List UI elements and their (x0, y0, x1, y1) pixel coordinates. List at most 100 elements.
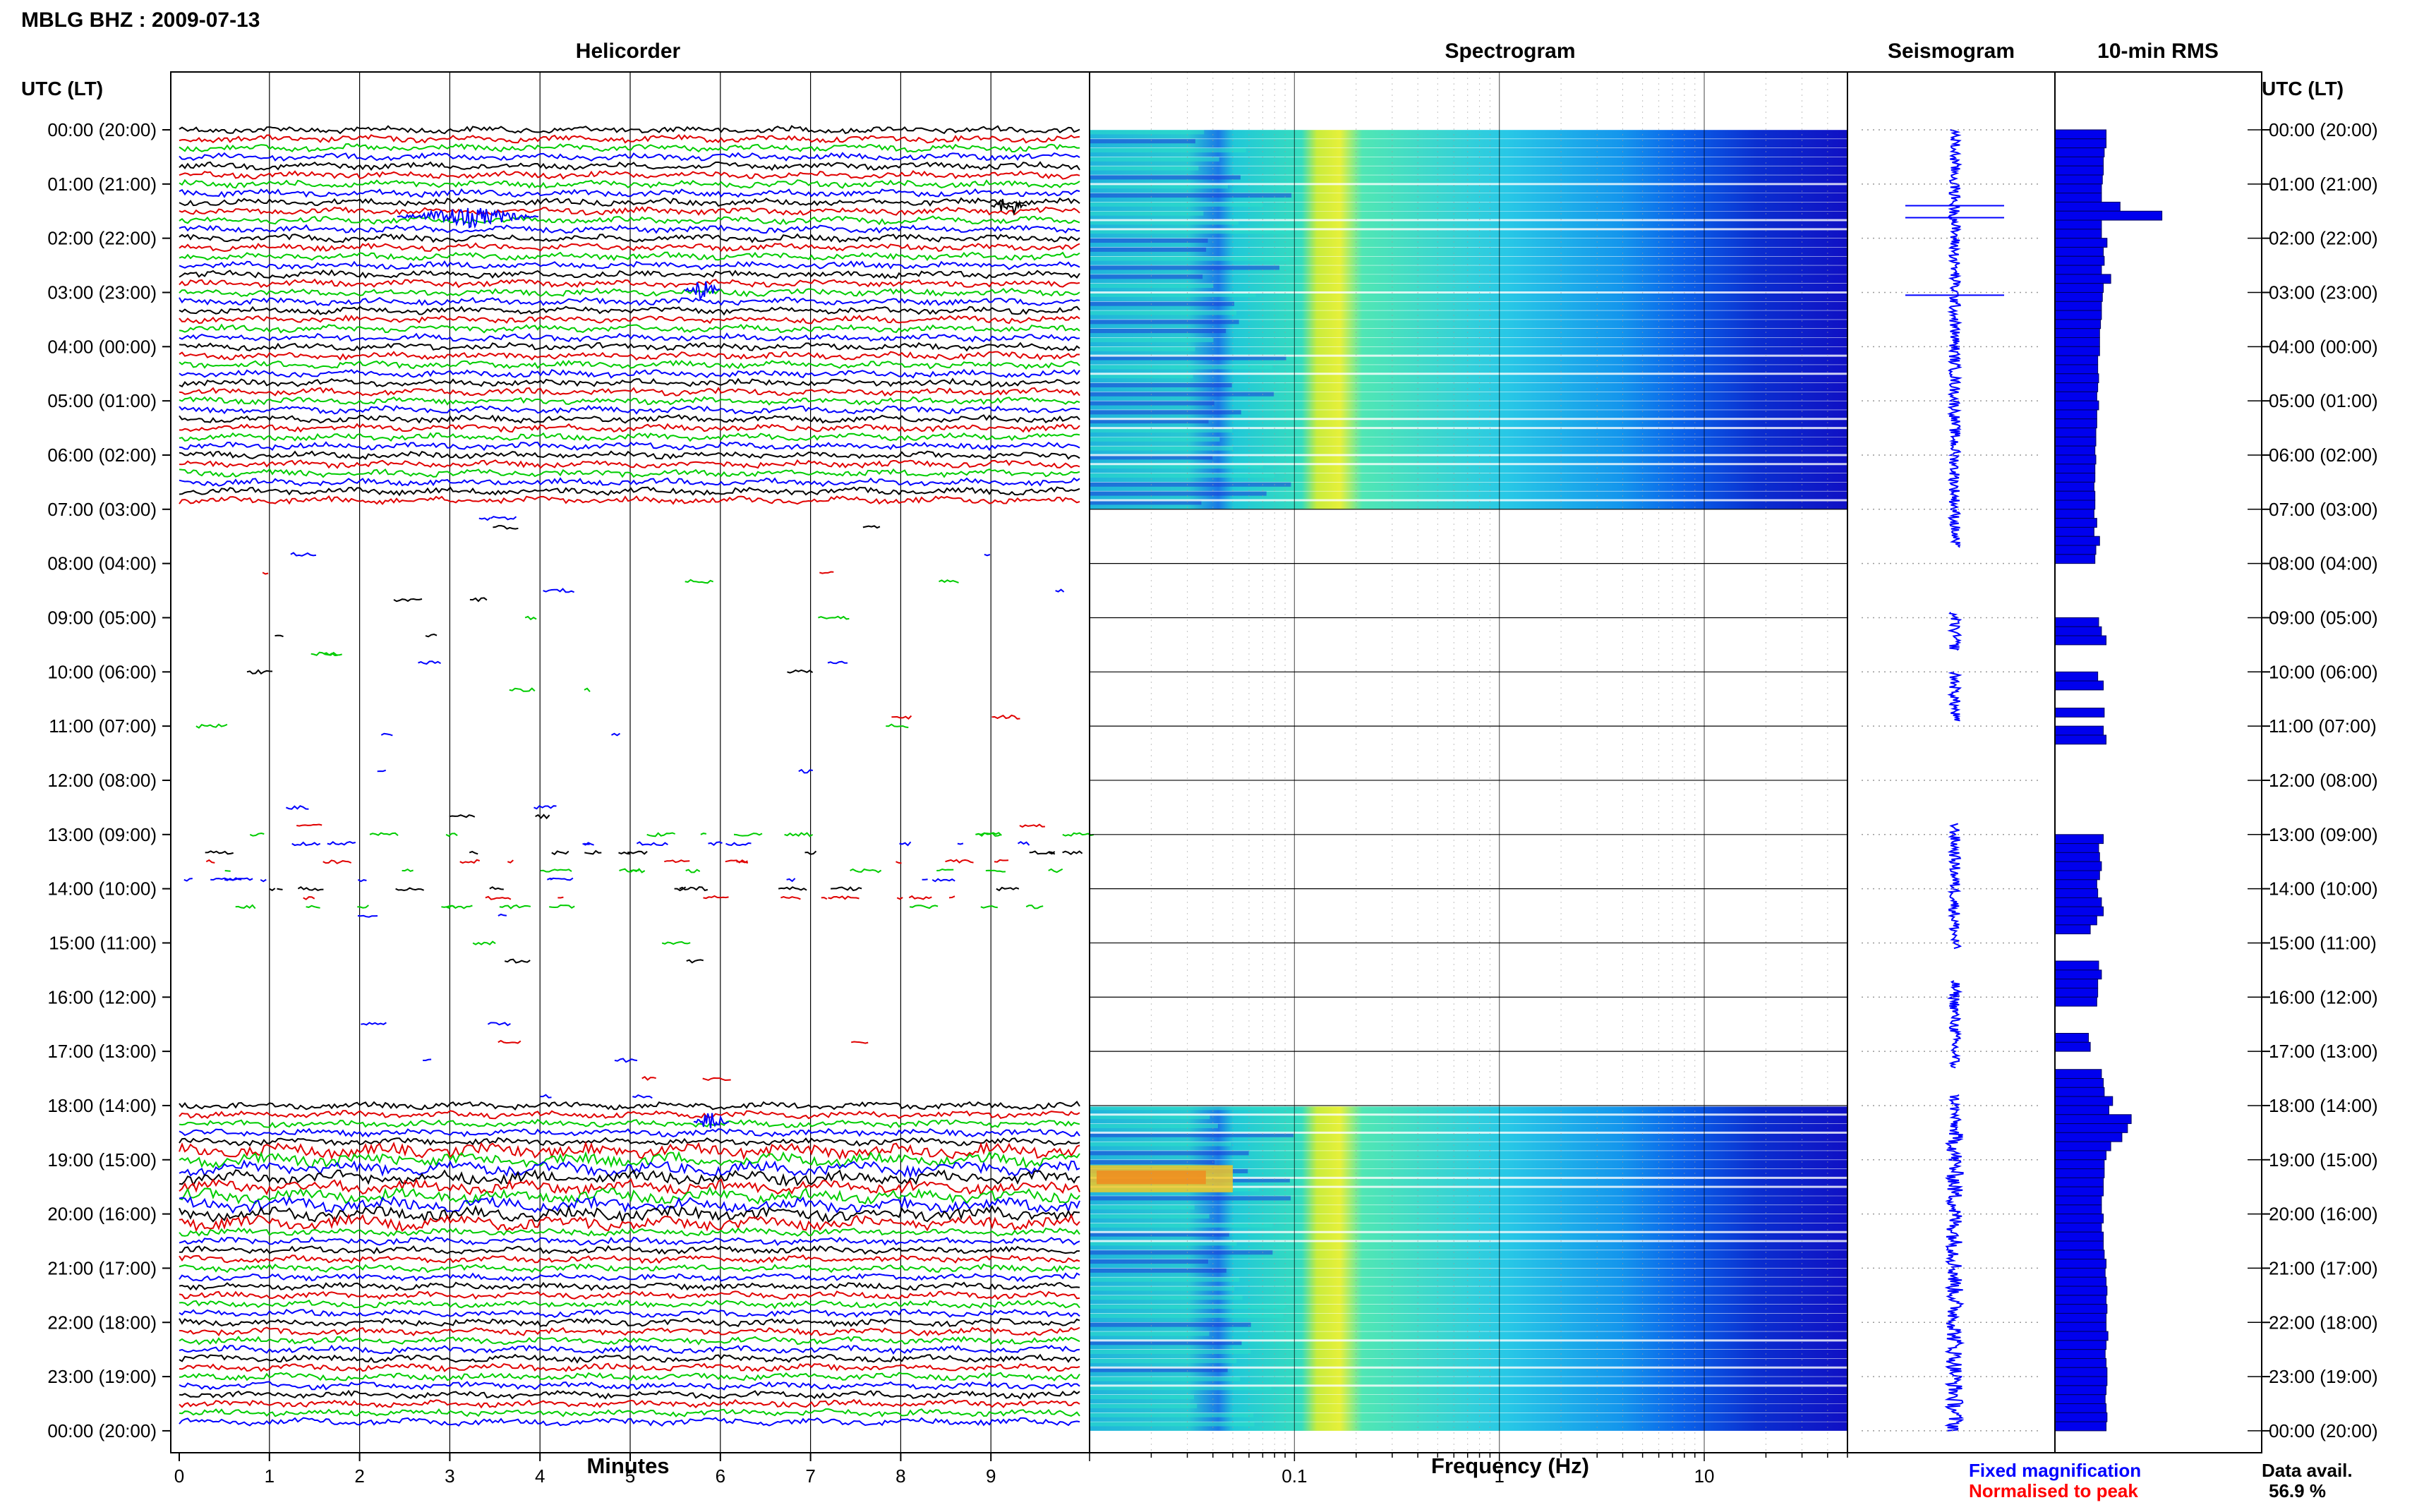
hour-tick-label-left: 02:00 (22:00) (47, 228, 157, 249)
trace-row (179, 1336, 1080, 1345)
hour-tick-label-right: 16:00 (12:00) (2269, 986, 2378, 1008)
rms-bar (2054, 382, 2099, 392)
rms-bar (2054, 1276, 2107, 1287)
trace-fragment (498, 1039, 521, 1044)
rms-bar (2054, 1186, 2104, 1197)
hour-tick-label-left: 13:00 (09:00) (47, 824, 157, 845)
rms-bar (2054, 138, 2107, 149)
rms-bar (2054, 391, 2097, 401)
rms-bar (2054, 671, 2099, 682)
trace-fragment (183, 878, 193, 882)
trace-fragment (469, 850, 478, 855)
trace-fragment (205, 850, 234, 855)
rms-bar (2054, 979, 2099, 988)
minute-tick-label: 2 (354, 1465, 364, 1487)
trace-fragment (957, 842, 964, 845)
trace-fragment (1048, 868, 1063, 873)
spectrogram-band (1090, 1295, 1243, 1300)
spectrogram-band (1090, 1114, 1210, 1120)
trace-row (179, 197, 1080, 207)
trace-fragment (948, 895, 955, 899)
trace-fragment (297, 885, 324, 891)
trace-row (179, 206, 1080, 216)
hour-tick-label-left: 21:00 (17:00) (47, 1257, 157, 1278)
trace-row (179, 1204, 1080, 1224)
hour-tick-label-left: 04:00 (00:00) (47, 336, 157, 357)
trace-fragment (582, 842, 594, 846)
trace-fragment (1025, 905, 1044, 909)
hour-tick-label-left: 23:00 (19:00) (47, 1366, 157, 1387)
trace-row (179, 233, 1080, 243)
rms-bar (2054, 1231, 2104, 1242)
trace-fragment (459, 859, 480, 864)
trace-fragment (1019, 823, 1045, 828)
trace-fragment (498, 913, 507, 917)
panel-title-spectrogram: Spectrogram (1445, 40, 1575, 63)
rms-bar (2054, 554, 2096, 564)
trace-fragment (685, 579, 714, 584)
data-avail-value: 56.9 % (2269, 1480, 2326, 1501)
rms-bar (2054, 481, 2094, 492)
hour-tick-label-right: 05:00 (01:00) (2269, 390, 2378, 411)
spectrogram-band (1090, 392, 1274, 397)
trace-row (179, 1245, 1080, 1255)
trace-row (179, 1326, 1080, 1337)
hour-tick-label-left: 17:00 (13:00) (47, 1041, 157, 1062)
trace-row (179, 306, 1080, 316)
trace-fragment (584, 687, 591, 693)
rms-bar (2054, 291, 2103, 302)
minute-tick-label: 6 (716, 1465, 725, 1487)
trace-fragment (195, 723, 228, 729)
trace-fragment (489, 886, 504, 890)
trace-fragment (224, 877, 253, 881)
trace-fragment (908, 895, 932, 900)
trace-fragment (909, 905, 939, 909)
spectrogram-band (1090, 1223, 1273, 1228)
rms-bar (2054, 897, 2102, 907)
hour-tick-label-right: 10:00 (06:00) (2269, 661, 2378, 682)
spectrogram-band (1090, 1331, 1210, 1336)
trace-row (179, 477, 1080, 488)
trace-fragment (736, 860, 748, 864)
rms-bar (2054, 1250, 2105, 1260)
rms-bar (2054, 843, 2099, 853)
trace-fragment (504, 958, 531, 964)
trace-fragment (357, 905, 369, 909)
trace-fragment (533, 804, 557, 810)
trace-fragment (636, 841, 668, 847)
rms-bar (2054, 680, 2104, 691)
rms-bar (2054, 617, 2099, 627)
trace-fragment (490, 516, 517, 521)
hour-tick-label-right: 22:00 (18:00) (2269, 1312, 2378, 1333)
hour-tick-label-right: 19:00 (15:00) (2269, 1149, 2378, 1171)
frequency-tick-label: 10 (1694, 1465, 1715, 1487)
rms-bar (2054, 156, 2104, 167)
trace-fragment (449, 814, 476, 818)
rms-bar (2054, 373, 2099, 384)
trace-fragment (290, 552, 317, 557)
spectrogram-band (1090, 446, 1234, 451)
rms-bar (2054, 1331, 2109, 1341)
trace-fragment (361, 1022, 387, 1026)
trace-row (179, 323, 1080, 334)
spectrogram-band (1090, 1132, 1294, 1137)
trace-fragment (357, 878, 367, 883)
spectrogram-band (1090, 1403, 1198, 1408)
trace-fragment (472, 941, 496, 945)
trace-fragment (641, 1076, 656, 1081)
trace-row (179, 1101, 1080, 1111)
trace-row (179, 341, 1080, 352)
trace-fragment (784, 832, 814, 837)
rms-bar (2054, 201, 2121, 212)
trace-row (179, 287, 1080, 298)
trace-fragment (322, 859, 352, 864)
rms-bar (2054, 734, 2107, 745)
rms-bar (2054, 165, 2104, 176)
rms-bar (2054, 626, 2102, 636)
trace-row (179, 1213, 1080, 1233)
trace-fragment (291, 841, 321, 847)
trace-fragment (798, 768, 813, 774)
spectrogram-band (1090, 1349, 1251, 1355)
trace-fragment (557, 896, 564, 899)
rms-bar (2054, 337, 2100, 347)
